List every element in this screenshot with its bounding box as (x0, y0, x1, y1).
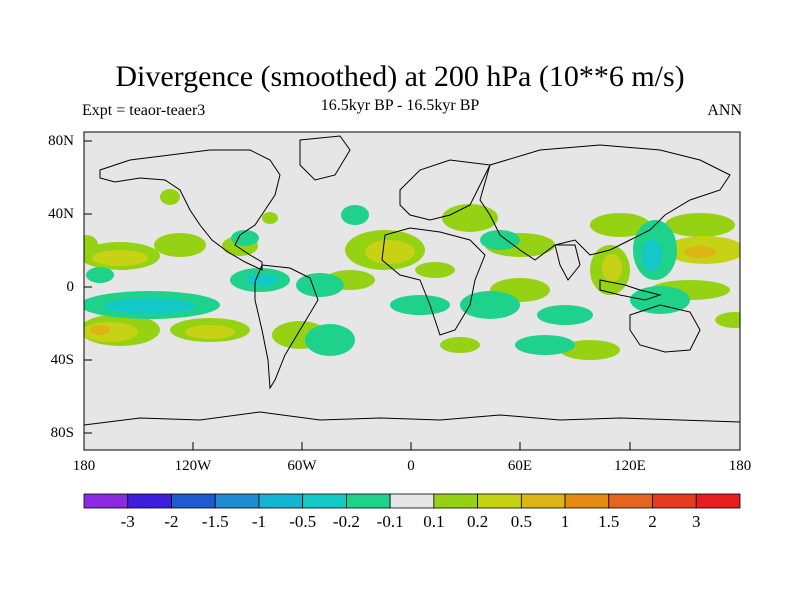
colorbar (83, 493, 741, 509)
axis-ticks (83, 140, 741, 450)
moderate-negative-regions (105, 239, 662, 314)
lat-label-80s: 80S (50, 425, 74, 441)
colorbar-label: 1.5 (598, 512, 620, 531)
colorbar-label: 0.2 (466, 512, 489, 531)
lat-label-80n: 80N (48, 133, 74, 149)
colorbar-label: -0.5 (289, 512, 317, 531)
colorbar-label: 2 (648, 512, 657, 531)
colorbar-label: -0.1 (376, 512, 404, 531)
colorbar-swatch (389, 493, 435, 509)
colorbar-swatch (171, 493, 216, 509)
period-label: 16.5kyr BP - 16.5kyr BP (320, 97, 480, 114)
lon-label-120e: 120E (614, 458, 646, 474)
colorbar-label: -1.5 (201, 512, 229, 531)
experiment-label: Expt = teaor-teaer3 (82, 102, 206, 119)
season-label: ANN (707, 102, 742, 119)
lat-label-0: 0 (66, 279, 75, 295)
colorbar-swatch (345, 493, 391, 509)
strong-positive-regions (90, 246, 716, 335)
colorbar-label: -1 (251, 512, 266, 531)
lon-label-180e: 180 (728, 458, 752, 474)
colorbar-label: 3 (692, 512, 701, 531)
lon-label-180w: 180 (72, 458, 96, 474)
page-title: Divergence (smoothed) at 200 hPa (10**6 … (115, 60, 685, 93)
lon-label-60e: 60E (507, 458, 533, 474)
colorbar-label: 0.5 (510, 512, 532, 531)
lat-label-40n: 40N (48, 206, 74, 222)
colorbar-swatch (214, 493, 260, 509)
colorbar-label: -3 (120, 512, 135, 531)
colorbar-swatch (258, 493, 304, 509)
colorbar-swatch (520, 493, 566, 509)
colorbar-swatch (695, 493, 741, 509)
colorbar-label: -2 (164, 512, 179, 531)
lon-label-120w: 120W (174, 458, 212, 474)
colorbar-swatch (608, 493, 653, 509)
map-frame (83, 131, 741, 451)
colorbar-swatch (564, 493, 610, 509)
map-background (84, 132, 740, 450)
lon-label-60w: 60W (287, 458, 317, 474)
colorbar-label: 0.1 (423, 512, 445, 531)
coastlines (84, 135, 740, 426)
lon-label-0: 0 (407, 458, 415, 474)
colorbar-swatch (433, 493, 479, 509)
colorbar-swatch (652, 493, 697, 509)
colorbar-swatch (127, 493, 172, 509)
colorbar-swatch (83, 493, 129, 509)
lat-label-40s: 40S (50, 352, 74, 368)
colorbar-swatch (477, 493, 522, 509)
colorbar-label: 1 (560, 512, 570, 531)
colorbar-swatch (302, 493, 347, 509)
field-layer (84, 189, 740, 360)
colorbar-label: -0.2 (332, 512, 360, 531)
